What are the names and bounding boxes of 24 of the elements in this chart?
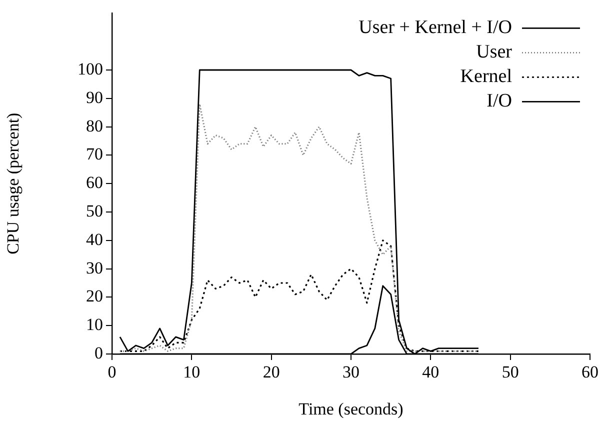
- y-tick-label: 60: [86, 173, 103, 192]
- x-tick-label: 0: [108, 362, 116, 382]
- x-tick-label: 10: [183, 362, 200, 382]
- y-tick-label: 20: [86, 286, 103, 306]
- legend-label: User: [476, 42, 513, 63]
- y-tick-label: 100: [78, 59, 103, 78]
- y-tick-label: 90: [86, 88, 103, 107]
- y-axis-title: CPU usage (percent): [4, 112, 23, 254]
- y-tick-label: 0: [94, 343, 103, 362]
- legend-label: I/O: [486, 90, 512, 112]
- x-tick-label: 30: [342, 362, 360, 382]
- x-axis-title: Time (seconds): [298, 399, 404, 418]
- y-tick-label: 80: [86, 116, 103, 136]
- y-tick-label: 50: [86, 201, 103, 220]
- y-tick-label: 10: [86, 315, 103, 334]
- y-tick-label: 70: [86, 144, 103, 164]
- y-tick-label: 30: [86, 258, 103, 278]
- x-tick-label: 20: [262, 362, 280, 382]
- x-tick-label: 60: [582, 362, 598, 382]
- legend-label: User + Kernel + I/O: [358, 17, 512, 38]
- y-tick-label: 40: [86, 230, 103, 249]
- x-tick-label: 50: [502, 362, 519, 382]
- legend-label: Kernel: [460, 66, 512, 88]
- x-tick-label: 40: [422, 362, 440, 382]
